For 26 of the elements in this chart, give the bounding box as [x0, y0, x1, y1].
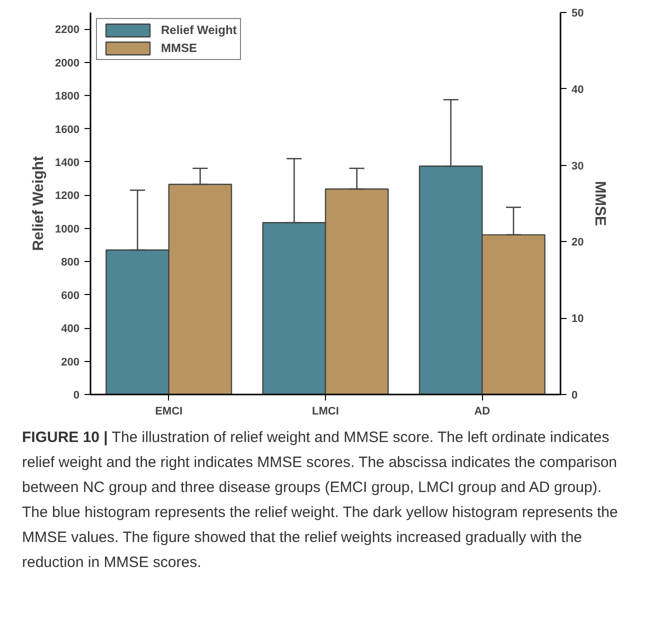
y-tick-label: 600: [61, 290, 80, 302]
y-axis-title: Relief Weight: [30, 156, 48, 251]
y-tick-label: 0: [73, 390, 80, 402]
y-tick-label: 2000: [55, 57, 80, 70]
y2-tick-label: 0: [572, 390, 578, 402]
y2-tick-label: 30: [572, 160, 584, 172]
caption: FIGURE 10 | The illustration of relief weight and MMSE score. The left ordinate indicates relief weight and the right indicates MMSE scores. The abscissa indicates the comparison between NC group and three disease groups (EMCI group, LMCI group and AD group). The blue histogram represents the relief weight. The dark yellow histogram represents the MMSE values. The figure showed that the relief weights increased gradually with the reduction in MMSE scores.: [22, 428, 619, 573]
y-tick-label: 1000: [55, 223, 80, 236]
y2-tick-label: 20: [572, 236, 584, 249]
y-tick-label: 200: [61, 356, 80, 368]
y2-tick-label: 10: [572, 313, 584, 326]
y-tick-label: 1400: [55, 156, 80, 169]
x-tick-label: AD: [474, 406, 490, 418]
y2-tick-label: 50: [572, 8, 584, 20]
y2-axis-title: MMSE: [592, 181, 609, 226]
y2-tick-label: 40: [572, 84, 584, 96]
y-tick-label: 1200: [55, 190, 80, 202]
y-tick-label: 1800: [55, 90, 80, 103]
y-tick-label: 400: [61, 323, 80, 336]
y-tick-label: 800: [61, 256, 80, 269]
legend-label: MMSE: [161, 41, 197, 55]
x-tick-label: EMCI: [155, 406, 183, 418]
legend-label: Relief Weight: [161, 23, 237, 37]
y-tick-label: 2200: [55, 24, 80, 36]
x-tick-label: LMCI: [312, 406, 339, 418]
y-tick-label: 1600: [55, 124, 80, 136]
